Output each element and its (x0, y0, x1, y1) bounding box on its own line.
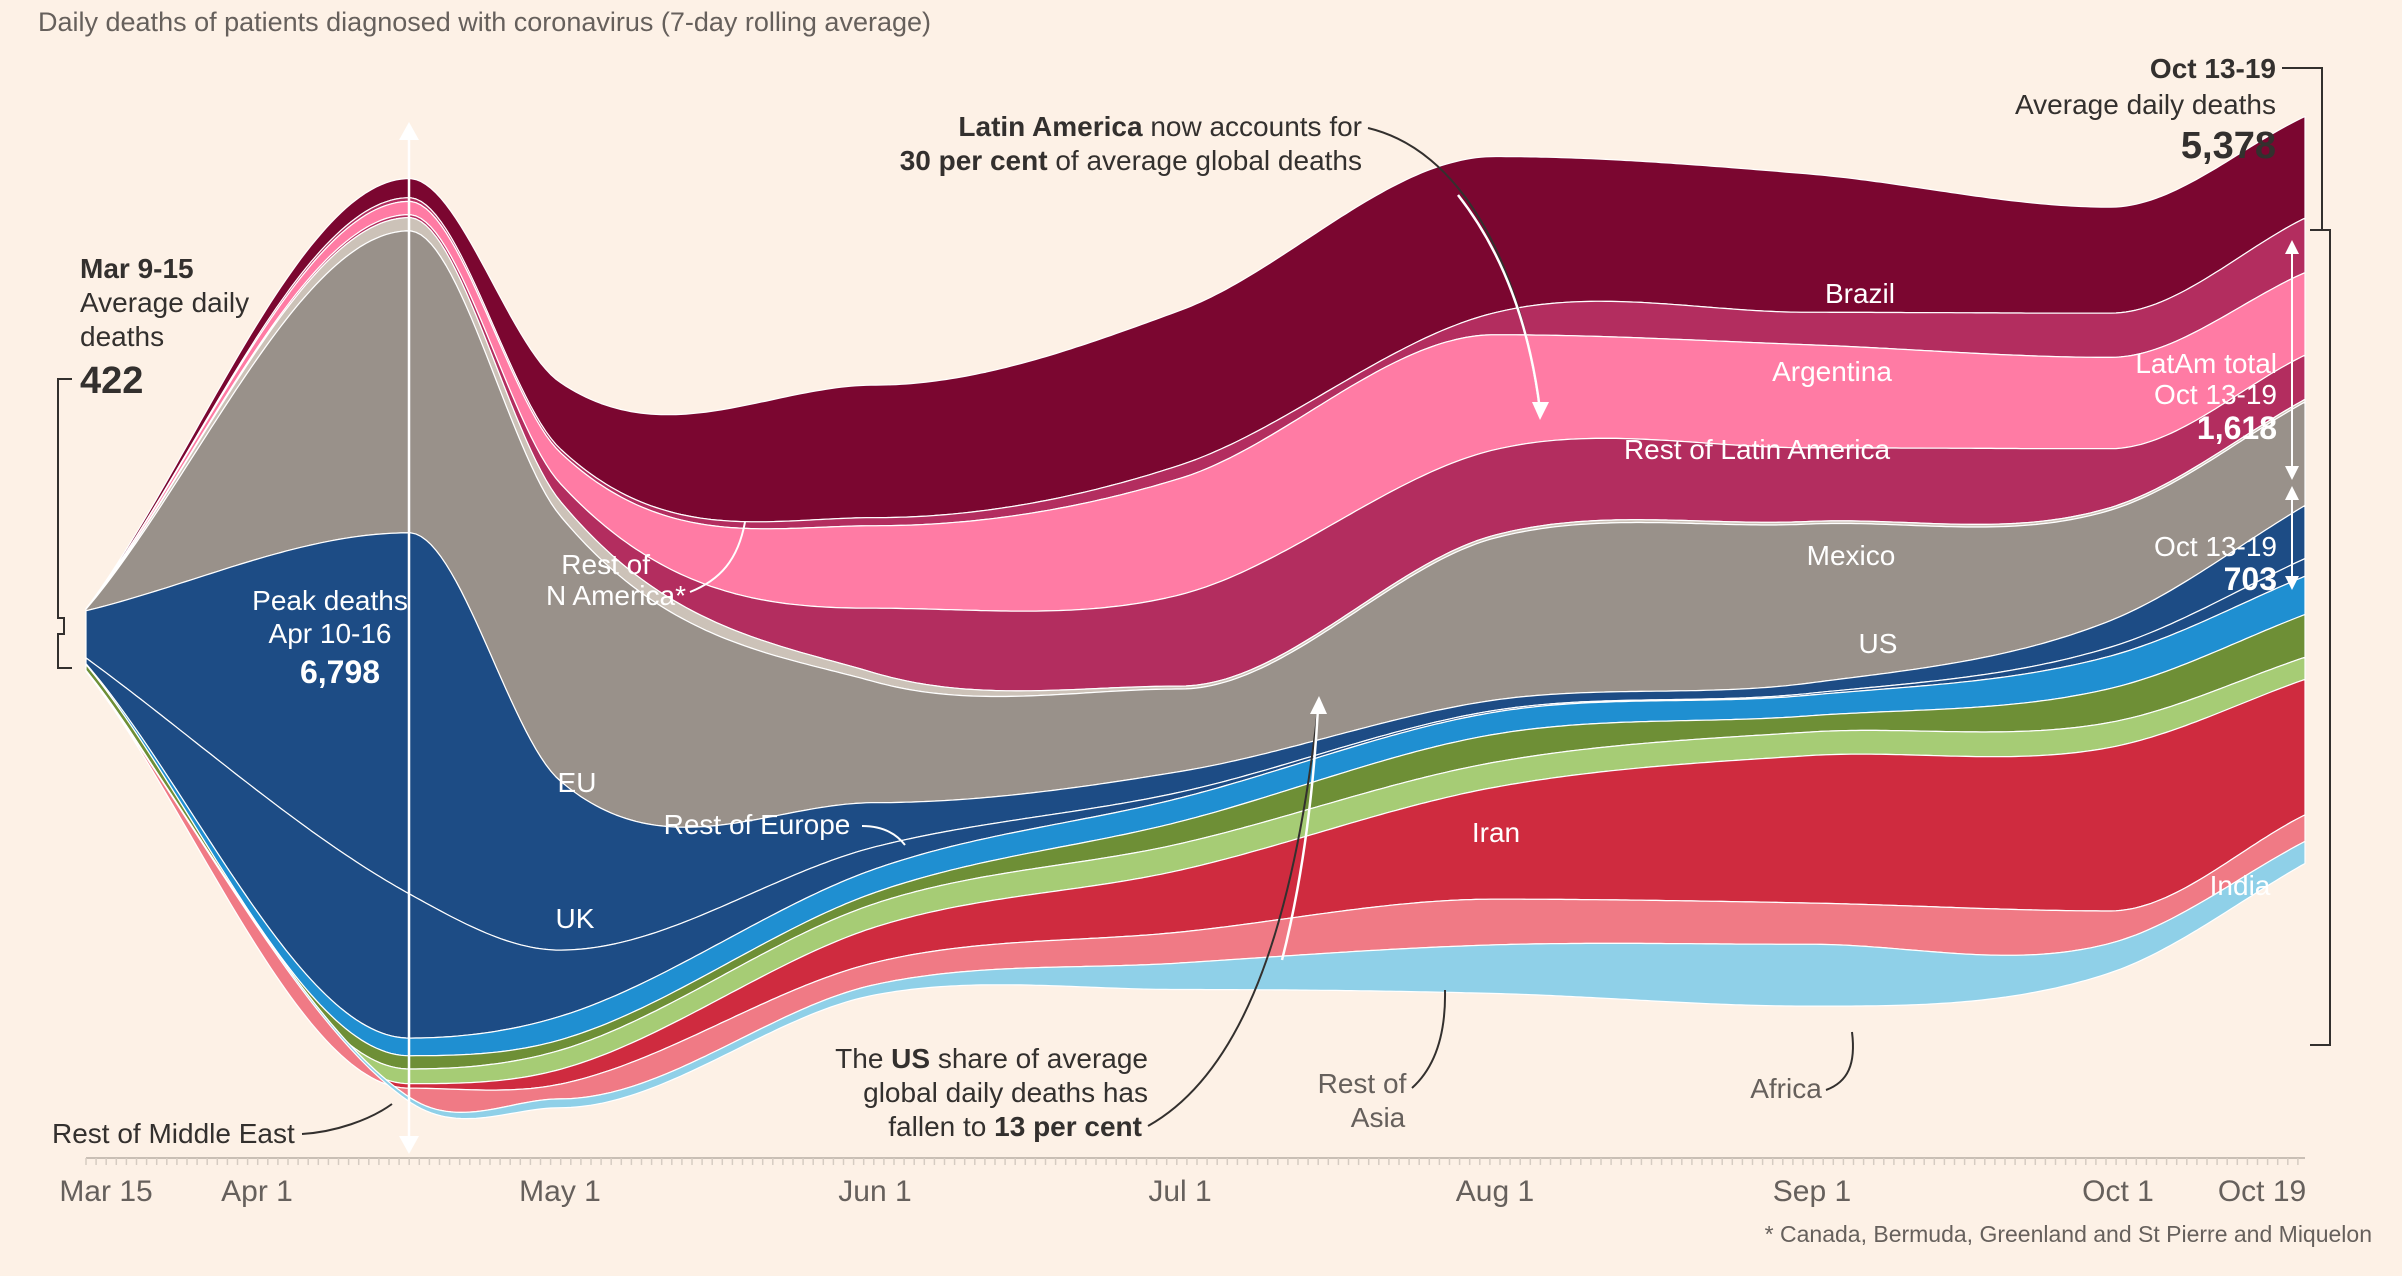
us-share-leader (1280, 707, 1320, 961)
x-axis (85, 1157, 2305, 1165)
latam-total-arrow (2285, 240, 2299, 480)
label-us: US (1859, 628, 1898, 659)
us-period: Oct 13-19 (2154, 531, 2277, 562)
label-eu: EU (558, 767, 597, 798)
latam-total-1: LatAm total (2135, 348, 2277, 379)
latam-callout-2: 30 per cent of average global deaths (900, 145, 1362, 176)
us-value: 703 (2224, 561, 2277, 597)
label-rest-of-asia-1: Rest of (1318, 1068, 1407, 1099)
start-bracket (57, 378, 72, 669)
us-share-2: global daily deaths has (863, 1077, 1148, 1108)
footnote: * Canada, Bermuda, Greenland and St Pier… (1765, 1221, 2372, 1247)
leader-rest-n-america (689, 521, 746, 593)
latam-callout-1: Latin America now accounts for (958, 111, 1362, 142)
us-share-leader-dark (1147, 707, 1319, 1127)
latam-callout-1-bold: Latin America (958, 111, 1143, 142)
peak-arrow (399, 122, 419, 1154)
start-value: 422 (80, 360, 143, 402)
label-rest-of-middle-east: Rest of Middle East (52, 1118, 295, 1149)
x-tick-label: Mar 15 (59, 1175, 152, 1208)
x-tick-labels: Mar 15 Apr 1 May 1 Jun 1 Jul 1 Aug 1 Sep 1 Oct … (59, 1175, 2306, 1208)
label-brazil: Brazil (1825, 278, 1895, 309)
us-share-3: fallen to 13 per cent (888, 1111, 1142, 1142)
x-tick-label: Oct 19 (2218, 1175, 2306, 1208)
latam-total-2: Oct 13-19 (2154, 379, 2277, 410)
x-tick-label: Apr 1 (221, 1175, 293, 1208)
peak-line-1: Peak deaths (252, 585, 408, 616)
us-share-1c: share of average (930, 1043, 1148, 1074)
us-share-1b: US (891, 1043, 930, 1074)
label-uk: UK (556, 903, 595, 934)
latam-total-value: 1,618 (2197, 410, 2277, 446)
latam-callout-leader (1457, 194, 1542, 411)
latam-callout-arrowhead (1532, 402, 1549, 420)
end-line-2: Average daily deaths (2015, 89, 2276, 120)
end-period: Oct 13-19 (2150, 53, 2276, 84)
leader-rest-of-middle-east (301, 1103, 393, 1135)
latam-callout-1-rest: now accounts for (1143, 111, 1362, 142)
us-share-arrowhead (1310, 696, 1327, 714)
label-india: India (2210, 870, 2271, 901)
start-period: Mar 9-15 (80, 253, 194, 284)
stream-layers (85, 115, 2306, 1120)
start-line-3: deaths (80, 321, 164, 352)
us-share-3a: fallen to (888, 1111, 994, 1142)
leader-rest-of-asia (1411, 989, 1447, 1089)
start-line-2: Average daily (80, 287, 249, 318)
end-value: 5,378 (2181, 125, 2276, 167)
us-share-1a: The (835, 1043, 891, 1074)
label-rest-of-asia-2: Asia (1351, 1102, 1406, 1133)
label-africa: Africa (1750, 1073, 1822, 1104)
label-rest-n-america-1: Rest of (561, 549, 650, 580)
x-tick-label: Oct 1 (2082, 1175, 2154, 1208)
x-tick-label: Jun 1 (838, 1175, 911, 1208)
label-argentina: Argentina (1772, 356, 1892, 387)
x-tick-label: Aug 1 (1456, 1175, 1534, 1208)
peak-value: 6,798 (300, 654, 380, 690)
x-tick-label: May 1 (519, 1175, 601, 1208)
latam-callout-2-bold: 30 per cent (900, 145, 1048, 176)
peak-line-2: Apr 10-16 (269, 618, 392, 649)
latam-callout-2-rest: of average global deaths (1048, 145, 1362, 176)
label-mexico: Mexico (1807, 540, 1896, 571)
x-tick-label: Sep 1 (1773, 1175, 1851, 1208)
label-rest-latin-america: Rest of Latin America (1624, 434, 1891, 465)
leader-rest-of-europe (861, 825, 906, 846)
us-share-1: The US share of average (835, 1043, 1148, 1074)
x-tick-label: Jul 1 (1148, 1175, 1211, 1208)
label-rest-n-america-2: N America* (546, 580, 686, 611)
label-iran: Iran (1472, 817, 1520, 848)
us-share-3b: 13 per cent (994, 1111, 1142, 1142)
label-rest-of-europe: Rest of Europe (664, 809, 851, 840)
end-bracket (2282, 67, 2331, 1046)
us-arrow (2285, 486, 2299, 590)
leader-africa (1825, 1031, 1854, 1091)
stream-layer-africa (85, 670, 2306, 1120)
chart-title: Daily deaths of patients diagnosed with … (38, 7, 931, 37)
